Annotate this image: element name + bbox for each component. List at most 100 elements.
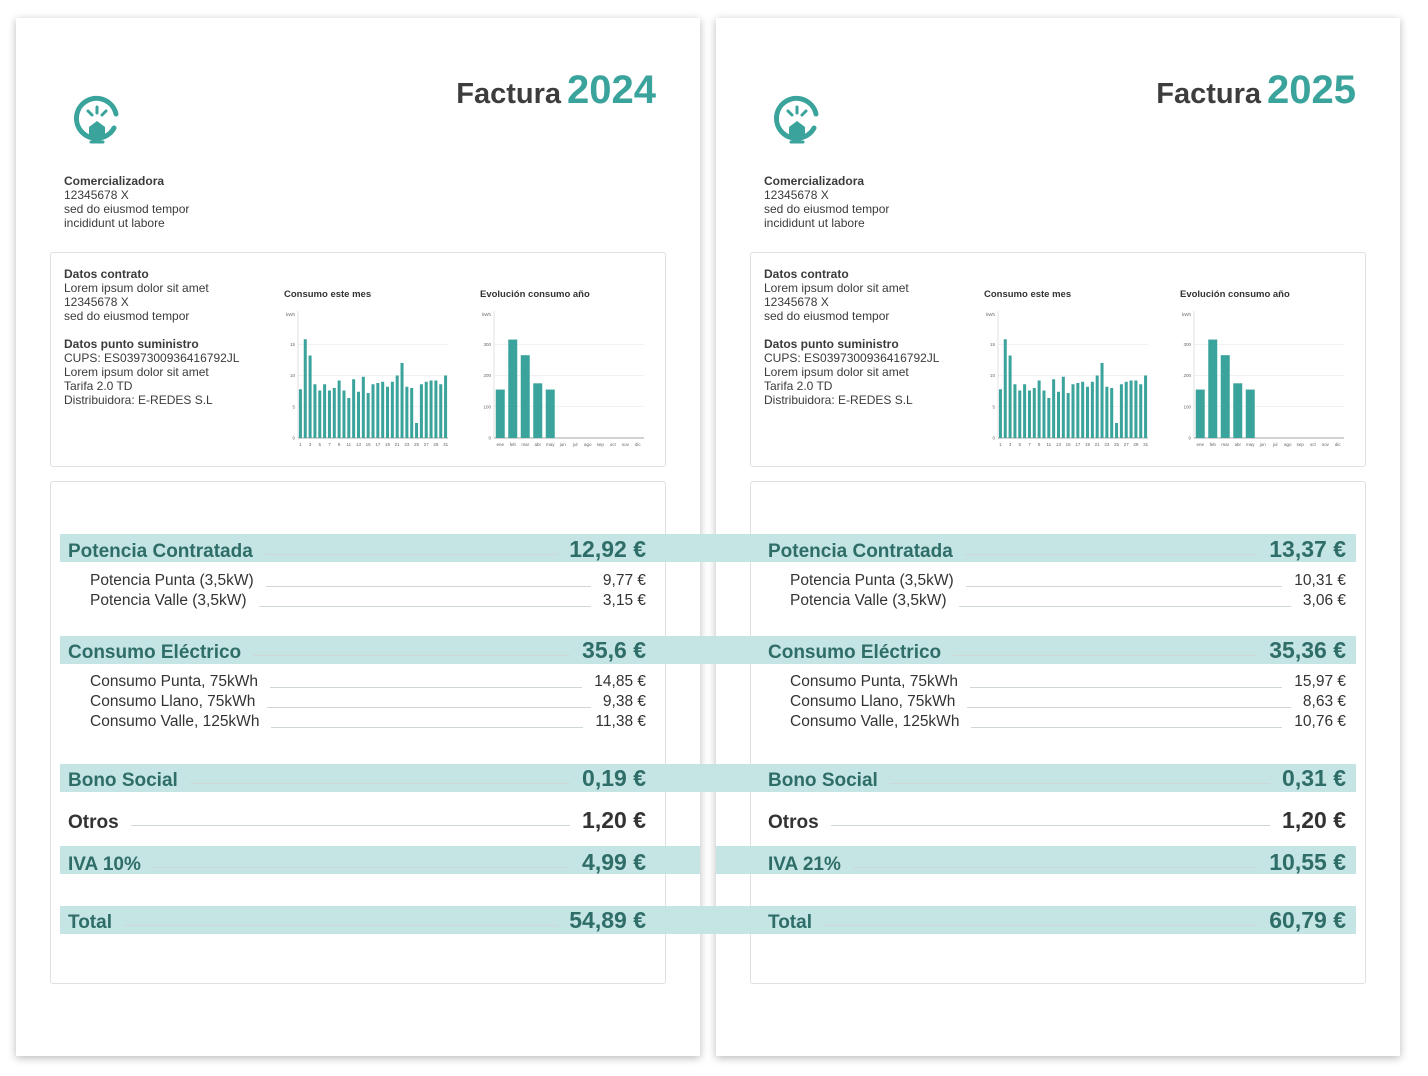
x-tick-label: abr	[534, 442, 541, 447]
chart-bar	[1090, 381, 1094, 438]
line-label: Potencia Valle (3,5kW)	[790, 592, 947, 609]
line-label: Consumo Punta, 75kWh	[90, 673, 259, 690]
chart-bar	[347, 398, 351, 438]
bono-highlight-band	[60, 764, 1356, 792]
chart-bar	[1129, 380, 1133, 438]
iva-highlight-band-2024	[60, 846, 700, 874]
chart-bar	[1056, 391, 1060, 438]
x-tick-label: 25	[414, 442, 420, 447]
y-tick-label: 5	[292, 404, 295, 409]
bono-label: Bono Social	[768, 770, 878, 791]
chart-bar	[1095, 375, 1099, 438]
consumo-row: Consumo Eléctrico 35,6 €	[68, 637, 646, 664]
chart-bar	[1144, 375, 1148, 438]
invoice-title: Factura 2024	[456, 68, 656, 113]
x-tick-label: 15	[1066, 442, 1072, 447]
consumo-llano-row: Consumo Llano, 75kWh 8,63 €	[790, 693, 1346, 711]
y-tick-label: 10	[290, 373, 296, 378]
chart-bar	[308, 355, 312, 438]
consumo-value: 35,36 €	[1269, 637, 1346, 663]
chart-bar	[1119, 384, 1123, 438]
company-name: Comercializadora	[764, 174, 865, 188]
potencia-label: Potencia Contratada	[68, 541, 253, 562]
otros-row: Otros 1,20 €	[68, 807, 646, 834]
contract-line2: 12345678 X	[64, 295, 129, 309]
line-label: Potencia Punta (3,5kW)	[90, 572, 254, 589]
company-info: Comercializadora 12345678 X sed do eiusm…	[764, 174, 889, 230]
company-info: Comercializadora 12345678 X sed do eiusm…	[64, 174, 189, 230]
contract-line3: sed do eiusmod tempor	[764, 309, 890, 323]
y-unit-label: kWh	[286, 312, 295, 317]
line-label: Consumo Llano, 75kWh	[90, 693, 256, 710]
y-tick-label: 100	[1183, 404, 1191, 409]
total-value: 54,89 €	[569, 907, 646, 933]
consumo-value: 35,6 €	[582, 637, 646, 663]
potencia-valle-row: Potencia Valle (3,5kW) 3,15 €	[90, 592, 646, 610]
x-tick-label: nov	[1322, 442, 1330, 447]
consumo-llano-row: Consumo Llano, 75kWh 9,38 €	[90, 693, 646, 711]
x-tick-label: 3	[309, 442, 312, 447]
contract-heading: Datos contrato	[764, 267, 849, 281]
chart-bar	[508, 339, 518, 438]
y-unit-label: kWh	[482, 312, 491, 317]
chart-bar	[327, 390, 331, 438]
contract-box: Datos contrato Lorem ipsum dolor sit ame…	[750, 252, 1366, 467]
supply-heading: Datos punto suministro	[764, 337, 899, 351]
x-tick-label: 5	[1019, 442, 1022, 447]
chart-bar	[1115, 423, 1119, 438]
chart-bar	[386, 386, 390, 438]
y-unit-label: kWh	[1182, 312, 1191, 317]
line-value: 14,85 €	[594, 673, 646, 690]
company-id: 12345678 X	[64, 188, 129, 202]
bono-social-row: Bono Social 0,19 €	[68, 765, 646, 792]
chart-bar	[1052, 379, 1056, 438]
chart-bar	[332, 388, 336, 438]
iva-row: IVA 10% 4,99 €	[68, 849, 646, 876]
chart-bar	[298, 389, 302, 438]
x-tick-label: ene	[496, 442, 504, 447]
x-tick-label: 21	[395, 442, 401, 447]
chart-bar	[495, 389, 505, 438]
supply-distributor: Distribuidora: E-REDES S.L	[764, 393, 913, 407]
otros-label: Otros	[68, 812, 119, 833]
chart-bar	[400, 363, 404, 438]
potencia-punta-row: Potencia Punta (3,5kW) 10,31 €	[790, 572, 1346, 590]
chart-bar	[376, 383, 380, 438]
chart-bar	[1100, 363, 1104, 438]
y-tick-label: 200	[1183, 373, 1191, 378]
potencia-highlight-band	[60, 534, 1356, 562]
line-value: 15,97 €	[1294, 673, 1346, 690]
line-value: 9,77 €	[602, 572, 646, 589]
chart-bar	[1066, 393, 1070, 438]
x-tick-label: may	[546, 442, 555, 447]
x-tick-label: 17	[1075, 442, 1081, 447]
line-value: 3,06 €	[1302, 592, 1346, 609]
chart-bar	[1134, 380, 1138, 438]
x-tick-label: oct	[610, 442, 617, 447]
total-label: Total	[68, 912, 112, 933]
charges-2024: Potencia Contratada 12,92 € Potencia Punt…	[60, 0, 660, 1076]
chart-bar	[545, 389, 555, 438]
iva-highlight-band-2025	[716, 846, 1356, 874]
line-value: 3,15 €	[602, 592, 646, 609]
total-highlight-band	[60, 906, 1356, 934]
chart-bar	[1105, 386, 1109, 438]
line-label: Potencia Punta (3,5kW)	[790, 572, 954, 589]
x-tick-label: 9	[1038, 442, 1041, 447]
contract-heading: Datos contrato	[64, 267, 149, 281]
x-tick-label: 27	[424, 442, 430, 447]
line-value: 11,38 €	[595, 713, 646, 730]
charges-2025: Potencia Contratada 13,37 € Potencia Punt…	[760, 0, 1360, 1076]
chart-bar	[405, 386, 409, 438]
y-tick-label: 300	[1183, 342, 1191, 347]
invoice-year: 2025	[1267, 68, 1356, 112]
chart-bar	[381, 381, 385, 438]
x-tick-label: 5	[319, 442, 322, 447]
lightbulb-house-icon	[74, 95, 119, 144]
x-tick-label: 31	[443, 442, 449, 447]
consumo-label: Consumo Eléctrico	[768, 642, 942, 663]
bono-value: 0,31 €	[1282, 765, 1346, 791]
potencia-valle-row: Potencia Valle (3,5kW) 3,06 €	[790, 592, 1346, 610]
x-tick-label: 9	[338, 442, 341, 447]
y-tick-label: 300	[483, 342, 491, 347]
